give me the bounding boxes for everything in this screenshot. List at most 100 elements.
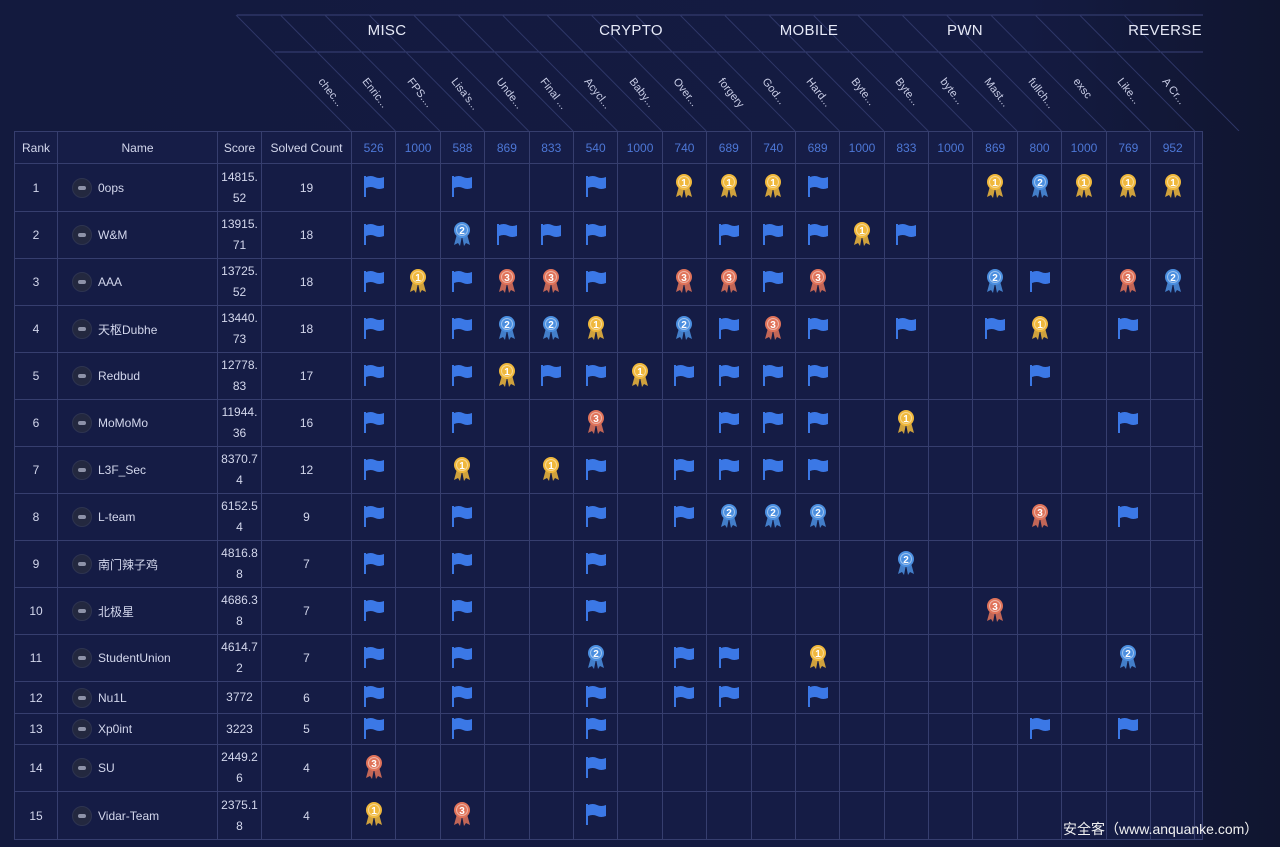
challenge-cell[interactable]: 3	[1105, 258, 1152, 306]
challenge-cell[interactable]: 2	[794, 493, 841, 541]
challenge-cell[interactable]: 1	[1150, 163, 1196, 212]
challenge-cell[interactable]	[439, 713, 486, 745]
challenge-cell[interactable]	[350, 634, 397, 682]
challenge-cell[interactable]	[706, 305, 752, 353]
challenge-cell[interactable]: 2	[439, 211, 486, 259]
team-name[interactable]: L3F_Sec	[98, 463, 147, 477]
challenge-cell[interactable]	[572, 258, 619, 306]
challenge-cell[interactable]: 1	[750, 163, 796, 212]
team-cell[interactable]: 0ops	[57, 163, 218, 212]
team-cell[interactable]: StudentUnion	[57, 634, 218, 682]
challenge-cell[interactable]: 3	[572, 399, 619, 447]
challenge-cell[interactable]	[794, 681, 841, 714]
category-reverse[interactable]: REVERSE	[1128, 22, 1202, 39]
challenge-cell[interactable]	[439, 163, 486, 212]
team-name[interactable]: L-team	[98, 510, 136, 524]
challenge-cell[interactable]: 1	[883, 399, 930, 447]
challenge-cell[interactable]	[883, 211, 930, 259]
challenge-cell[interactable]: 2	[572, 634, 619, 682]
challenge-cell[interactable]: 3	[484, 258, 530, 306]
challenge-cell[interactable]	[1016, 258, 1063, 306]
team-name[interactable]: Redbud	[98, 369, 141, 383]
challenge-cell[interactable]	[572, 211, 619, 259]
category-mobile[interactable]: MOBILE	[779, 22, 839, 39]
challenge-cell[interactable]: 3	[972, 587, 1018, 635]
challenge-cell[interactable]	[706, 211, 752, 259]
challenge-cell[interactable]: 1	[706, 163, 752, 212]
challenge-cell[interactable]: 2	[1150, 258, 1196, 306]
challenge-cell[interactable]	[572, 493, 619, 541]
category-crypto[interactable]: CRYPTO	[599, 22, 663, 39]
challenge-cell[interactable]: 1	[972, 163, 1018, 212]
challenge-cell[interactable]	[883, 305, 930, 353]
challenge-cell[interactable]	[1105, 493, 1152, 541]
challenge-cell[interactable]	[439, 634, 486, 682]
challenge-cell[interactable]	[972, 305, 1018, 353]
challenge-cell[interactable]: 3	[350, 744, 397, 792]
challenge-cell[interactable]	[350, 446, 397, 494]
team-cell[interactable]: L3F_Sec	[57, 446, 218, 494]
challenge-cell[interactable]	[439, 352, 486, 400]
challenge-cell[interactable]: 1	[395, 258, 441, 306]
challenge-cell[interactable]: 1	[1016, 305, 1063, 353]
challenge-cell[interactable]: 1	[839, 211, 885, 259]
team-cell[interactable]: Nu1L	[57, 681, 218, 714]
challenge-cell[interactable]	[350, 163, 397, 212]
team-name[interactable]: StudentUnion	[98, 651, 171, 665]
challenge-cell[interactable]	[706, 634, 752, 682]
team-cell[interactable]: Xp0int	[57, 713, 218, 745]
team-name[interactable]: 北极星	[98, 604, 135, 619]
challenge-cell[interactable]	[572, 744, 619, 792]
challenge-cell[interactable]: 1	[1061, 163, 1107, 212]
challenge-cell[interactable]	[528, 352, 574, 400]
team-name[interactable]: W&M	[98, 228, 128, 242]
challenge-cell[interactable]: 2	[1105, 634, 1152, 682]
challenge-cell[interactable]	[572, 540, 619, 588]
team-cell[interactable]: W&M	[57, 211, 218, 259]
challenge-cell[interactable]	[350, 713, 397, 745]
challenge-cell[interactable]	[750, 399, 796, 447]
challenge-cell[interactable]: 1	[1105, 163, 1152, 212]
challenge-cell[interactable]: 1	[439, 446, 486, 494]
challenge-cell[interactable]	[439, 587, 486, 635]
team-cell[interactable]: MoMoMo	[57, 399, 218, 447]
challenge-cell[interactable]	[661, 681, 708, 714]
challenge-cell[interactable]: 3	[750, 305, 796, 353]
challenge-cell[interactable]	[794, 211, 841, 259]
challenge-cell[interactable]	[572, 163, 619, 212]
challenge-cell[interactable]	[439, 399, 486, 447]
challenge-cell[interactable]: 1	[572, 305, 619, 353]
challenge-cell[interactable]	[1105, 713, 1152, 745]
team-name[interactable]: Nu1L	[98, 690, 127, 705]
challenge-cell[interactable]	[528, 211, 574, 259]
challenge-cell[interactable]	[350, 211, 397, 259]
challenge-cell[interactable]: 2	[1016, 163, 1063, 212]
team-name[interactable]: 0ops	[98, 180, 125, 195]
team-cell[interactable]: 南门辣子鸡	[57, 540, 218, 588]
challenge-cell[interactable]	[439, 258, 486, 306]
team-cell[interactable]: Vidar-Team	[57, 791, 218, 840]
challenge-cell[interactable]	[439, 540, 486, 588]
challenge-cell[interactable]	[572, 352, 619, 400]
team-cell[interactable]: AAA	[57, 258, 218, 306]
challenge-cell[interactable]	[350, 493, 397, 541]
challenge-cell[interactable]: 3	[1016, 493, 1063, 541]
challenge-cell[interactable]: 2	[484, 305, 530, 353]
challenge-cell[interactable]: 2	[883, 540, 930, 588]
challenge-cell[interactable]	[350, 305, 397, 353]
challenge-cell[interactable]	[750, 258, 796, 306]
challenge-cell[interactable]: 3	[706, 258, 752, 306]
challenge-cell[interactable]	[1016, 713, 1063, 745]
challenge-cell[interactable]	[706, 399, 752, 447]
team-name[interactable]: 天枢Dubhe	[98, 322, 158, 337]
challenge-cell[interactable]	[439, 681, 486, 714]
challenge-cell[interactable]	[750, 211, 796, 259]
challenge-cell[interactable]: 3	[528, 258, 574, 306]
challenge-cell[interactable]: 1	[350, 791, 397, 840]
challenge-cell[interactable]	[661, 493, 708, 541]
team-name[interactable]: Xp0int	[98, 722, 133, 736]
team-cell[interactable]: Redbud	[57, 352, 218, 400]
team-cell[interactable]: 天枢Dubhe	[57, 305, 218, 353]
challenge-cell[interactable]: 3	[794, 258, 841, 306]
challenge-cell[interactable]	[350, 681, 397, 714]
